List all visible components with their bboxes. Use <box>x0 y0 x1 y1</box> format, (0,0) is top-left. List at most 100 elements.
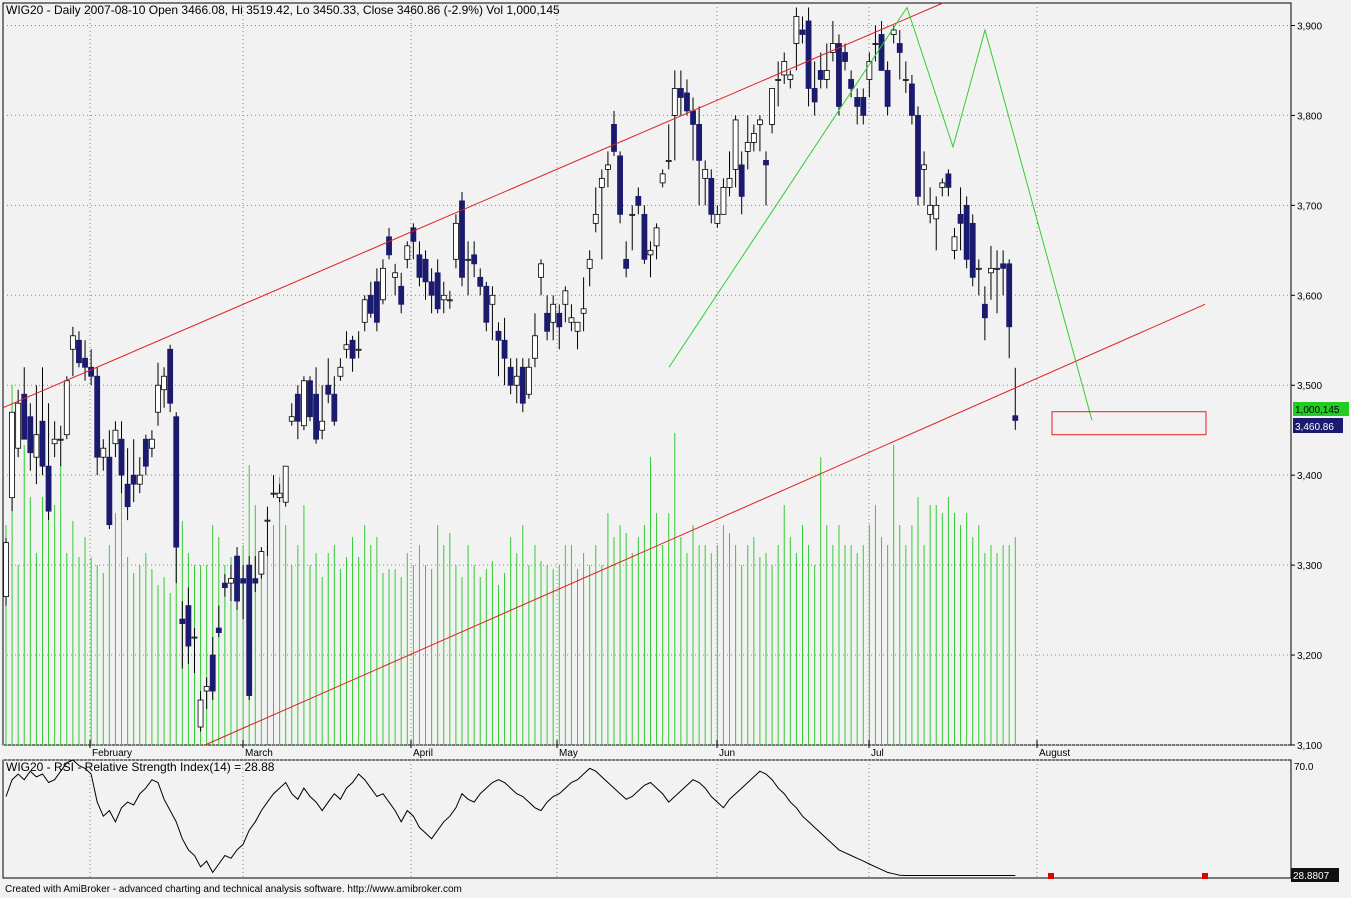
volume-bars <box>5 385 1016 745</box>
candle-body <box>118 438 125 476</box>
candle <box>750 124 757 152</box>
candle <box>544 295 551 341</box>
candle-body <box>909 83 915 116</box>
candle <box>33 385 40 485</box>
candle <box>671 70 678 161</box>
candle <box>921 151 927 206</box>
candle-body <box>3 542 9 597</box>
candle <box>586 250 593 287</box>
candle-body <box>1000 263 1007 269</box>
candle <box>860 88 867 125</box>
candle-body <box>933 204 940 220</box>
candle <box>434 259 441 314</box>
candle-body <box>301 380 307 427</box>
candle-body <box>404 245 411 260</box>
candle <box>288 403 295 426</box>
candle <box>708 169 715 224</box>
candle-body <box>951 236 958 251</box>
candle <box>118 421 125 494</box>
candle-body <box>1012 415 1019 421</box>
candle-body <box>641 213 648 260</box>
candle-body <box>246 564 253 696</box>
candle <box>313 367 319 444</box>
candle <box>240 565 247 620</box>
candle-body <box>294 393 301 422</box>
candle-body <box>471 254 478 265</box>
candle <box>373 268 380 332</box>
candle <box>228 565 234 602</box>
candle-body <box>647 249 654 256</box>
candle <box>361 295 368 332</box>
candle-body <box>495 330 502 341</box>
candle-body <box>988 267 994 274</box>
candle <box>842 43 848 71</box>
candle-body <box>155 384 161 413</box>
candle-body <box>793 16 800 44</box>
candle <box>386 227 392 260</box>
candle <box>757 115 763 152</box>
candle-body <box>538 263 544 278</box>
candle-body <box>373 281 380 323</box>
candle-body <box>592 213 599 224</box>
candle <box>483 281 490 332</box>
candle <box>167 344 174 413</box>
candle-body <box>88 366 95 377</box>
candle-body <box>501 339 508 359</box>
channel-upper-line <box>2 2 944 409</box>
candle <box>440 281 447 314</box>
candle <box>9 411 15 512</box>
candle <box>902 61 909 93</box>
candle <box>915 106 921 206</box>
candle-body <box>428 281 435 296</box>
candle <box>775 61 782 107</box>
candle <box>495 322 502 377</box>
candle-body <box>9 411 15 499</box>
candle <box>136 457 143 494</box>
candle-body <box>489 294 496 305</box>
candle <box>1000 250 1007 296</box>
candle-body <box>677 88 684 98</box>
candle-body <box>197 699 204 728</box>
candle-body <box>161 375 167 391</box>
candle <box>100 439 107 471</box>
candle <box>173 412 180 584</box>
candle-body <box>130 474 137 485</box>
candle-body <box>842 52 848 62</box>
candle <box>179 601 186 669</box>
candle <box>428 268 435 314</box>
candle-body <box>957 213 964 224</box>
candle <box>39 367 46 476</box>
candle-body <box>215 627 222 633</box>
x-tick-label: May <box>559 748 578 759</box>
candle <box>714 205 721 228</box>
candle <box>744 115 751 170</box>
candle-body <box>203 686 210 692</box>
candle <box>829 20 836 62</box>
candle-body <box>477 276 484 287</box>
candle <box>811 61 818 116</box>
candle-body <box>228 578 234 584</box>
candle-body <box>568 317 575 323</box>
candle <box>246 556 253 701</box>
candle-body <box>234 555 240 602</box>
candle <box>927 187 934 224</box>
candle-body <box>63 380 70 436</box>
y-tick-label: 3,900 <box>1297 21 1322 32</box>
candle <box>367 281 374 318</box>
candle-body <box>921 164 927 170</box>
candle <box>684 79 690 116</box>
candle-body <box>574 321 581 332</box>
candle-body <box>94 375 101 458</box>
candle-body <box>799 29 806 35</box>
candle <box>392 263 399 296</box>
y-tick-label: 3,600 <box>1297 291 1322 302</box>
target-box <box>1051 411 1207 436</box>
candle-body <box>410 227 417 242</box>
candle <box>112 421 119 458</box>
candle-body <box>586 258 593 269</box>
candle-body <box>763 159 769 166</box>
candle-body <box>51 438 58 445</box>
candle <box>88 349 95 386</box>
candle-body <box>702 168 709 179</box>
candle <box>94 367 101 476</box>
